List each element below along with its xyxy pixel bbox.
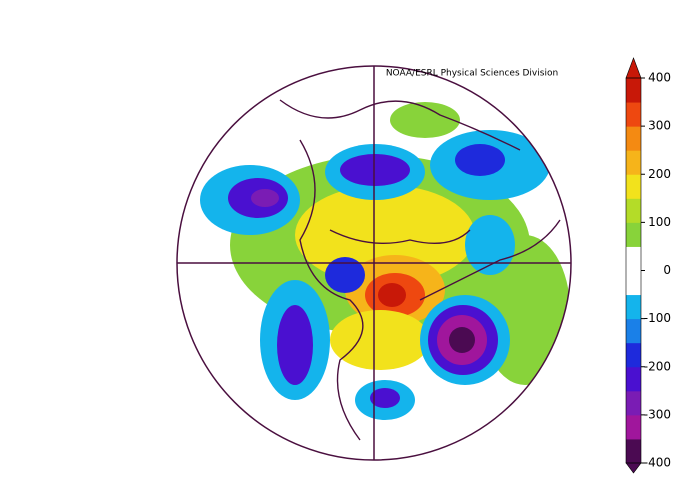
anomaly-area <box>449 327 475 353</box>
colorbar-bin <box>626 246 641 271</box>
anomaly-area <box>251 189 279 207</box>
colorbar-bin <box>626 270 641 296</box>
anomaly-area <box>390 102 460 138</box>
anomaly-area <box>455 144 505 176</box>
colorbar-bin <box>626 150 641 175</box>
colorbar-bin <box>626 102 641 127</box>
anomaly-area <box>465 215 515 275</box>
colorbar-tick-label: 0 <box>663 263 671 277</box>
colorbar-bin <box>626 342 641 368</box>
colorbar-tick-label: -400 <box>644 456 671 470</box>
credit: NOAA/ESRL Physical Sciences Division <box>386 69 558 79</box>
colorbar-bottom-arrow <box>625 462 642 474</box>
colorbar-bin <box>626 318 641 344</box>
colorbar-top-arrow <box>625 57 642 79</box>
anomaly-area <box>340 154 410 186</box>
colorbar-tick-label: 400 <box>648 71 671 85</box>
anomaly-area <box>330 310 430 370</box>
colorbar-tick-label: -300 <box>644 407 671 421</box>
colorbar-bin <box>626 174 641 199</box>
anomaly-area <box>370 388 400 408</box>
colorbar-bin <box>626 414 641 440</box>
anomaly-area <box>378 283 406 307</box>
colorbar-tick-label: -200 <box>644 359 671 373</box>
coastline <box>279 99 561 441</box>
colorbar-bin <box>626 366 641 392</box>
colorbar-bin <box>626 222 641 247</box>
anomaly-field <box>200 99 570 441</box>
colorbar-tick-label: 100 <box>648 215 671 229</box>
anomaly-area <box>325 257 365 293</box>
colorbar-tick-label: -100 <box>644 311 671 325</box>
colorbar-bin <box>626 78 641 103</box>
colorbar-bin <box>626 198 641 223</box>
colorbar-tick-label: 200 <box>648 167 671 181</box>
anomaly-area <box>277 305 313 385</box>
colorbar-bin <box>626 390 641 416</box>
colorbar-tick-label: 300 <box>648 119 671 133</box>
colorbar-bin <box>626 126 641 151</box>
colorbar-bin <box>626 294 641 320</box>
colorbar-bin <box>626 438 641 464</box>
